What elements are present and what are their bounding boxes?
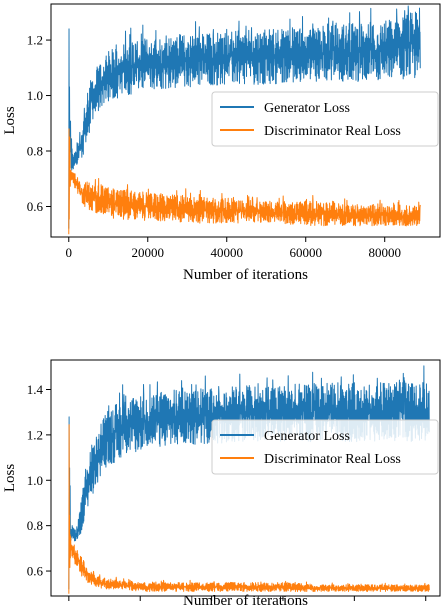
x-tick-label: 20000: [124, 604, 157, 606]
x-axis-label: Number of iterations: [183, 593, 308, 606]
series-line-generator-loss: [68, 365, 430, 590]
plot-area: [68, 5, 421, 235]
x-tick-label: 100000: [406, 604, 445, 606]
legend-label: Discriminator Real Loss: [264, 124, 401, 139]
y-tick-label: 0.8: [27, 518, 43, 533]
x-tick-label: 20000: [132, 245, 165, 260]
y-tick-label: 0.8: [27, 144, 43, 159]
legend-label: Discriminator Real Loss: [264, 452, 401, 467]
x-tick-label: 0: [66, 604, 73, 606]
y-tick-label: 0.6: [27, 199, 44, 214]
y-tick-label: 1.2: [27, 33, 43, 48]
x-tick-label: 80000: [368, 245, 401, 260]
y-tick-label: 1.2: [27, 427, 43, 442]
y-tick-label: 0.6: [27, 564, 44, 579]
x-axis-label: Number of iterations: [183, 267, 308, 283]
series-line-generator-loss: [68, 5, 421, 229]
y-axis-label: Loss: [2, 464, 18, 493]
x-tick-label: 60000: [267, 604, 300, 606]
x-tick-label: 0: [66, 245, 73, 260]
x-tick-label: 40000: [210, 245, 243, 260]
plot-area: [68, 365, 430, 594]
series-line-discriminator-real-loss: [68, 128, 421, 235]
chart-bottom: 0 20000 40000 60000 80000 100000 0.6 0.8 1.0 1.2 1…: [2, 359, 445, 606]
axes-frame: [50, 359, 441, 597]
legend-label: Generator Loss: [264, 101, 350, 116]
legend-label: Generator Loss: [264, 429, 350, 444]
legend: Generator Loss Discriminator Real Loss: [211, 91, 439, 147]
axes-frame: [50, 3, 441, 238]
y-axis-label: Loss: [2, 106, 18, 135]
series-line-discriminator-real-loss: [68, 424, 430, 594]
y-tick-label: 1.4: [27, 382, 44, 397]
x-tick-label: 40000: [195, 604, 228, 606]
x-tick-label: 80000: [338, 604, 371, 606]
legend: Generator Loss Discriminator Real Loss: [211, 419, 439, 475]
y-tick-label: 1.0: [27, 88, 43, 103]
chart-top: 0 20000 40000 60000 80000 0.6 0.8 1.0 1.2 Number …: [2, 3, 441, 283]
y-tick-label: 1.0: [27, 473, 43, 488]
x-tick-label: 60000: [289, 245, 322, 260]
